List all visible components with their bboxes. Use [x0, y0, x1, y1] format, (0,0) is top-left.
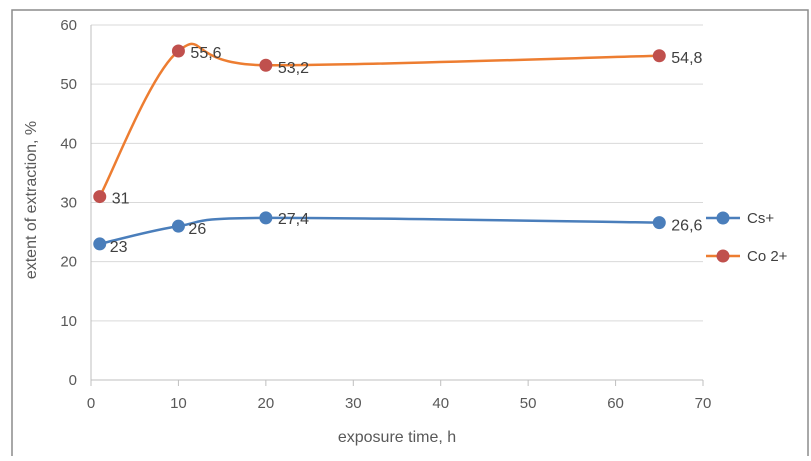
- data-point-cs: [259, 211, 273, 225]
- x-tick-label: 40: [432, 395, 449, 412]
- y-tick-label: 40: [60, 135, 77, 152]
- data-point-cs: [652, 216, 666, 230]
- data-point-co-2: [652, 49, 666, 63]
- y-tick-label: 10: [60, 313, 77, 330]
- x-tick-label: 0: [87, 395, 95, 412]
- data-point-cs: [171, 219, 185, 233]
- y-tick-label: 50: [60, 76, 77, 93]
- series-line-cs: [99, 216, 660, 246]
- legend: Cs+ Co 2+: [706, 210, 788, 265]
- data-label-co-2: 55,6: [190, 45, 221, 62]
- data-labels: 23 26 27,4 26,6 31 55,6 53,2 54,8: [110, 45, 703, 256]
- series-group: [93, 42, 666, 251]
- legend-label-co-2: Co 2+: [747, 248, 788, 265]
- grid-lines: [91, 24, 703, 322]
- data-point-co-2: [259, 58, 273, 72]
- x-tick-label: 70: [695, 395, 712, 412]
- data-point-co-2: [171, 44, 185, 58]
- x-tick-label: 60: [607, 395, 624, 412]
- x-tick-label: 30: [345, 395, 362, 412]
- legend-marker-cs: [716, 211, 730, 225]
- tick-labels: 0 10 20 30 40 50 60 0 10 20 30 40 50 60 70: [60, 17, 711, 412]
- data-label-co-2: 54,8: [671, 50, 702, 67]
- y-tick-label: 0: [69, 372, 77, 389]
- y-tick-label: 20: [60, 254, 77, 271]
- y-tick-label: 30: [60, 195, 77, 212]
- y-tick-label: 60: [60, 17, 77, 34]
- data-label-cs: 23: [110, 239, 128, 256]
- axes: [90, 25, 704, 386]
- y-axis-title: extent of extraction, %: [23, 121, 40, 279]
- data-point-cs: [93, 237, 107, 251]
- data-label-cs: 26,6: [671, 218, 702, 235]
- data-point-co-2: [93, 190, 107, 204]
- data-label-cs: 26: [188, 221, 206, 238]
- legend-label-cs: Cs+: [747, 210, 774, 227]
- x-tick-label: 10: [170, 395, 187, 412]
- data-label-co-2: 53,2: [278, 60, 309, 77]
- x-axis-title: exposure time, h: [338, 429, 456, 446]
- data-label-cs: 27,4: [278, 211, 309, 228]
- legend-marker-co-2: [716, 249, 730, 263]
- data-label-co-2: 31: [112, 191, 130, 208]
- x-tick-label: 50: [520, 395, 537, 412]
- x-tick-label: 20: [258, 395, 275, 412]
- series-line-co-2: [98, 42, 660, 198]
